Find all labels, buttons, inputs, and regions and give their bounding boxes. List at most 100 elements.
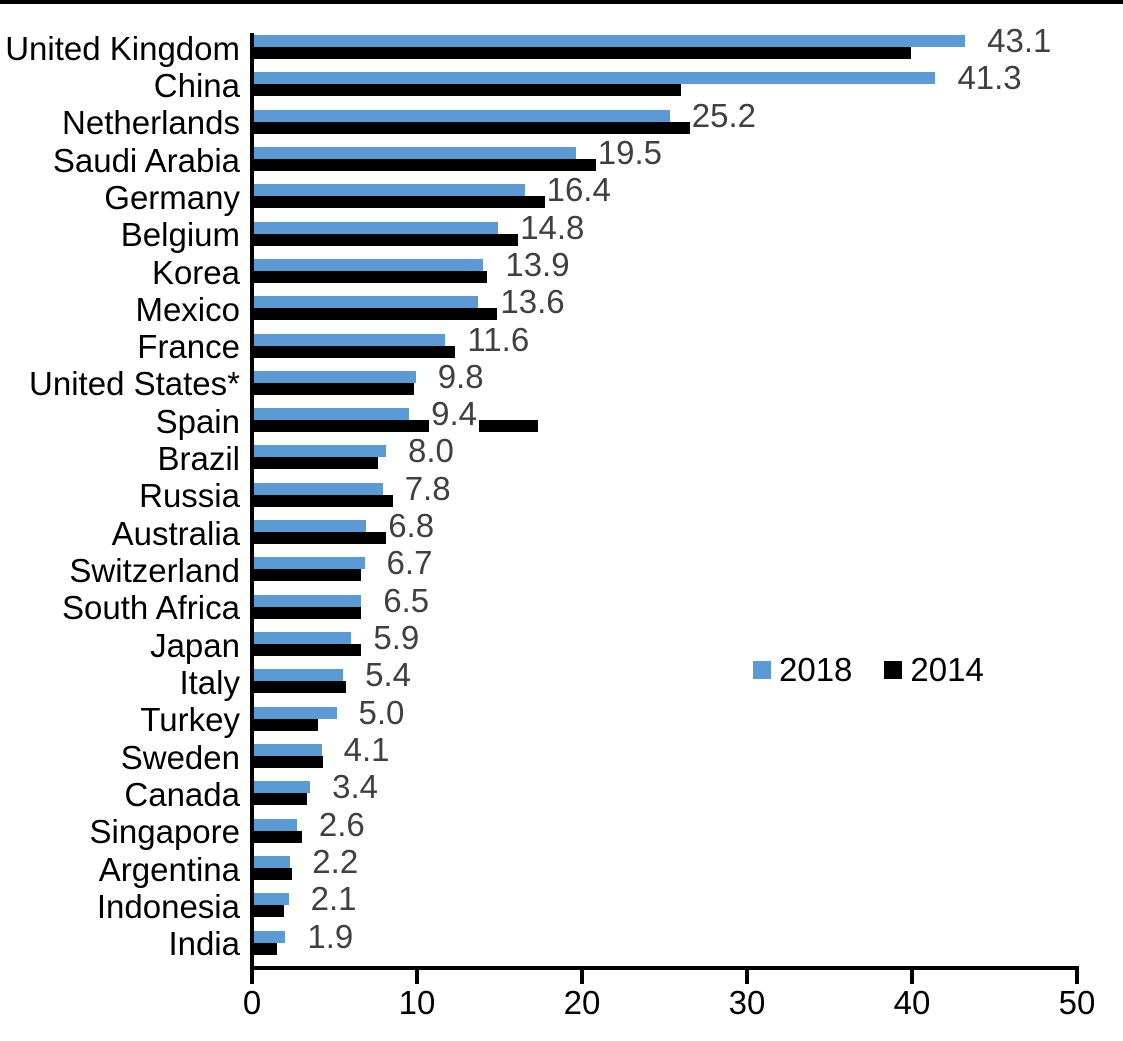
data-label: 5.9 <box>371 619 422 656</box>
bar-2014 <box>254 420 538 433</box>
x-axis-tick-label: 10 <box>398 984 436 1021</box>
x-axis-tick <box>250 970 254 984</box>
bar-2014 <box>254 755 324 768</box>
bar-row: 8.0 <box>254 433 1079 480</box>
data-label: 2.6 <box>316 805 367 843</box>
legend-item: 2014 <box>884 651 984 688</box>
x-axis-tick-label: 50 <box>1058 984 1096 1021</box>
bar-row: 7.8 <box>254 470 1079 518</box>
bar-2014 <box>254 681 347 694</box>
bar-2018 <box>254 706 337 719</box>
legend-item: 2018 <box>753 653 852 686</box>
category-label: United States* <box>29 365 240 403</box>
legend-label: 2014 <box>910 651 984 688</box>
bar-2014 <box>254 196 550 209</box>
bar-2018 <box>254 445 386 458</box>
bar-2018 <box>254 893 289 906</box>
bar-2018 <box>254 557 365 570</box>
bar-row: 25.2 <box>254 97 1079 145</box>
category-label: Korea <box>151 253 240 291</box>
bar-2014 <box>254 532 413 545</box>
bar-2014 <box>254 158 608 171</box>
bar-2018 <box>254 818 297 831</box>
data-label: 25.2 <box>689 96 759 134</box>
category-axis-labels: United Kingdom China Netherlands Saudi Arab… <box>0 29 240 966</box>
data-label: 6.5 <box>381 581 432 619</box>
category-label: Singapore <box>89 813 240 851</box>
bar-2018 <box>254 72 936 85</box>
bar-2018 <box>254 594 362 607</box>
bar-row: 6.5 <box>254 582 1079 630</box>
bar-2014 <box>254 47 911 59</box>
data-label: 13.6 <box>498 283 567 321</box>
bar-2018 <box>254 35 966 47</box>
bar-2014 <box>254 270 487 283</box>
category-label: Canada <box>124 775 240 813</box>
bar-2014 <box>254 457 378 470</box>
bar-row: 2.6 <box>254 806 1079 854</box>
bar-row: 13.6 <box>254 284 1079 331</box>
x-axis-tick <box>580 970 584 984</box>
bar-2014 <box>254 830 302 843</box>
bar-row: 9.4 <box>254 396 1079 443</box>
data-label: 9.4 <box>429 395 479 433</box>
category-label: Germany <box>104 178 240 216</box>
bar-2014 <box>254 233 538 246</box>
bar-2018 <box>254 146 576 159</box>
legend: 2018 2014 <box>753 653 984 686</box>
bar-row: 16.4 <box>254 172 1079 219</box>
data-label: 43.1 <box>985 22 1054 59</box>
category-label: Indonesia <box>96 887 240 925</box>
bar-2018 <box>254 296 479 309</box>
x-axis-tick <box>745 970 749 984</box>
bar-2018 <box>254 221 499 234</box>
bar-2014 <box>254 793 307 806</box>
bar-2018 <box>254 855 291 868</box>
category-label: Turkey <box>140 701 240 739</box>
bar-row: 2.1 <box>254 881 1079 928</box>
data-label: 4.1 <box>341 730 392 768</box>
category-label: Switzerland <box>69 552 240 590</box>
bar-2014 <box>254 308 497 321</box>
category-label: Australia <box>111 514 240 552</box>
data-label: 2.1 <box>308 880 359 918</box>
category-label: South Africa <box>62 589 240 627</box>
category-label: Saudi Arabia <box>52 141 240 179</box>
data-label: 5.4 <box>363 656 413 694</box>
data-label: 5.0 <box>356 693 407 731</box>
category-label: Mexico <box>135 290 240 328</box>
data-label: 19.5 <box>595 133 664 171</box>
category-label: Belgium <box>120 216 240 254</box>
bar-2014 <box>254 867 292 880</box>
bar-2014 <box>254 942 278 955</box>
x-axis-tick-label: 40 <box>893 984 931 1021</box>
bar-row: 5.0 <box>254 694 1079 742</box>
bar-row: 43.1 <box>254 23 1079 70</box>
category-label: Sweden <box>120 738 240 776</box>
x-axis-tick-label: 30 <box>728 984 766 1021</box>
category-label: Spain <box>155 402 240 440</box>
category-label: India <box>168 925 240 963</box>
category-label: Japan <box>150 626 240 664</box>
category-label: Brazil <box>157 440 240 478</box>
category-label: Russia <box>139 477 240 515</box>
x-axis-tick <box>1075 970 1079 984</box>
bar-2014 <box>254 345 456 358</box>
x-axis-tick <box>415 970 419 984</box>
data-label: 9.8 <box>435 357 486 395</box>
data-label: 16.4 <box>544 171 613 209</box>
bar-row: 41.3 <box>254 60 1079 107</box>
bar-row: 6.8 <box>254 508 1079 555</box>
bar-2018 <box>254 109 670 122</box>
bar-2018 <box>254 669 344 682</box>
legend-swatch-icon <box>884 660 903 679</box>
category-label: United Kingdom <box>5 29 240 67</box>
bar-2018 <box>254 258 484 271</box>
bar-row: 11.6 <box>254 321 1079 369</box>
x-axis-tick-label: 0 <box>242 984 262 1021</box>
legend-swatch-icon <box>753 660 771 679</box>
data-label: 2.2 <box>310 842 361 880</box>
bar-2014 <box>254 718 319 731</box>
data-label: 6.8 <box>386 507 437 545</box>
